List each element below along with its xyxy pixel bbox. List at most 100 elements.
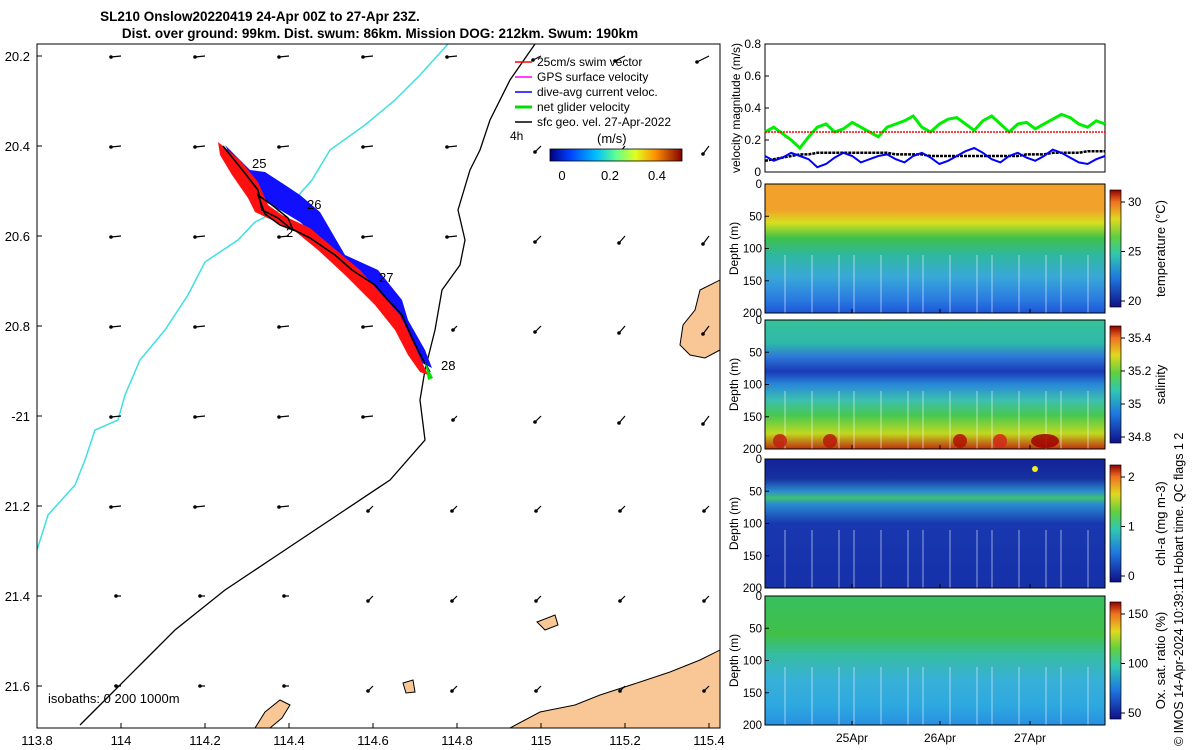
colorbar-tick-label: 35: [1128, 397, 1142, 411]
colorbar-tick-label: 2: [1128, 470, 1135, 484]
depth-tick-label: 200: [743, 444, 762, 456]
heatmap-frame: [764, 458, 1106, 589]
velocity-vector: [702, 145, 710, 155]
velocity-arrowhead: [451, 328, 455, 332]
legend-note: 4h: [510, 129, 523, 143]
velocity-arrowhead: [702, 509, 706, 513]
day-label: 25: [252, 156, 266, 171]
velocity-line-dive-avg: [764, 146, 1106, 169]
velocity-vector: [534, 235, 542, 243]
map-legend: 25cm/s swim vector GPS surface velocity …: [510, 55, 683, 183]
velocity-arrowhead: [361, 55, 365, 59]
day-label: 28: [441, 358, 455, 373]
velocity-vector: [278, 505, 290, 508]
velocity-vector: [703, 595, 710, 602]
velocity-vector: [618, 145, 626, 154]
glider-track: [222, 145, 431, 373]
salinity-patch: [773, 434, 787, 448]
velocity-arrowhead: [450, 689, 454, 693]
map-x-tick-label: 114.8: [441, 733, 473, 748]
map-axis-ticks: 113.8 114 114.2 114.4 114.6 114.8 115 115.2 115.…: [5, 49, 725, 748]
velocity-arrowhead: [533, 330, 537, 334]
heatmap-colorbar: [1109, 601, 1122, 720]
depth-tick-label: 100: [743, 656, 762, 668]
velocity-arrowhead: [618, 509, 622, 513]
velocity-arrowhead: [193, 505, 197, 509]
coast-island: [679, 279, 720, 359]
velocity-arrowhead: [193, 325, 197, 329]
velocity-arrowhead: [531, 58, 535, 62]
velocity-arrowhead: [277, 55, 281, 59]
depth-tick-label: 100: [743, 244, 762, 256]
velocity-arrowhead: [617, 151, 621, 155]
velocity-arrowhead: [109, 415, 113, 419]
velocity-ylabel: velocity magnitude (m/s): [729, 43, 743, 173]
velocity-panel-frame: [764, 43, 1106, 173]
velocity-arrowhead: [451, 418, 455, 422]
velocity-arrowhead: [361, 325, 365, 329]
legend-label: sfc geo. vel. 27-Apr-2022: [537, 115, 671, 129]
velocity-arrowhead: [618, 599, 622, 603]
velocity-vector: [446, 55, 458, 58]
velocity-vector: [702, 235, 710, 245]
velocity-arrowhead: [533, 420, 537, 424]
depth-axis-label: Depth (m): [727, 358, 741, 411]
map-y-tick-label: 20.4: [5, 139, 30, 154]
velocity-vector: [614, 55, 626, 62]
coast-islet: [536, 614, 559, 631]
velocity-vector: [619, 685, 626, 692]
velocity-arrowhead: [109, 145, 113, 149]
map-y-tick-label: 21.6: [5, 679, 30, 694]
velocity-vector: [278, 415, 290, 418]
velocity-vector: [703, 685, 710, 692]
glider-track-loop: [256, 192, 295, 232]
depth-tick-label: 150: [743, 688, 762, 700]
velocity-arrowhead: [617, 421, 621, 425]
variable-label: salinity: [1153, 364, 1168, 404]
colorbar-tick-label: 1: [1128, 520, 1135, 534]
heatmap-frame: [764, 183, 1106, 314]
velocity-vector: [451, 685, 458, 692]
map-axes-box: [36, 43, 721, 729]
velocity-arrowhead: [193, 235, 197, 239]
depth-tick-label: 50: [749, 486, 762, 498]
colorbar-tick-label: 34.8: [1128, 430, 1152, 444]
velocity-vector: [452, 325, 458, 331]
velocity-arrowhead: [109, 505, 113, 509]
velocity-arrowhead: [109, 235, 113, 239]
map-x-tick-label: 114.2: [189, 733, 221, 748]
velocity-arrowhead: [366, 689, 370, 693]
velocity-vector: [194, 325, 206, 328]
velocity-arrowhead: [109, 325, 113, 329]
colorbar-tick: 0.4: [648, 168, 666, 183]
colorbar-title: (m/s): [597, 131, 627, 146]
speed-colorbar: [549, 148, 683, 162]
velocity-vector: [194, 235, 206, 238]
velocity-vector: [452, 415, 458, 421]
velocity-vector: [618, 325, 626, 334]
velocity-vector: [110, 415, 122, 418]
velocity-vector: [446, 235, 458, 238]
net-velocity-marker: [425, 362, 433, 380]
velocity-arrowhead: [277, 235, 281, 239]
map-x-tick-label: 115.2: [609, 733, 641, 748]
heatmap-colorbar: [1109, 189, 1122, 308]
velocity-vector: [362, 415, 374, 418]
velocity-arrowhead: [277, 325, 281, 329]
heatmap-colorbar: [1109, 325, 1122, 444]
footer-copyright: © IMOS 14-Apr-2024 10:39:11 Hobart time.…: [1172, 432, 1186, 746]
velocity-arrowhead: [701, 422, 705, 426]
colorbar-tick-label: 35.2: [1128, 364, 1152, 378]
time-tick: 26Apr: [924, 731, 956, 745]
velocity-line-sfc: [764, 149, 1105, 163]
velocity-line-net: [764, 112, 1106, 151]
velocity-vector: [367, 505, 374, 512]
legend-label: net glider velocity: [537, 100, 630, 114]
velocity-arrowhead: [701, 332, 705, 336]
swim-vector-band: [218, 142, 428, 375]
depth-tick-label: 50: [749, 623, 762, 635]
velocity-arrowhead: [445, 235, 449, 239]
velocity-arrowhead: [193, 415, 197, 419]
colorbar-tick-label: 30: [1128, 195, 1142, 209]
salinity-patch: [823, 434, 837, 448]
